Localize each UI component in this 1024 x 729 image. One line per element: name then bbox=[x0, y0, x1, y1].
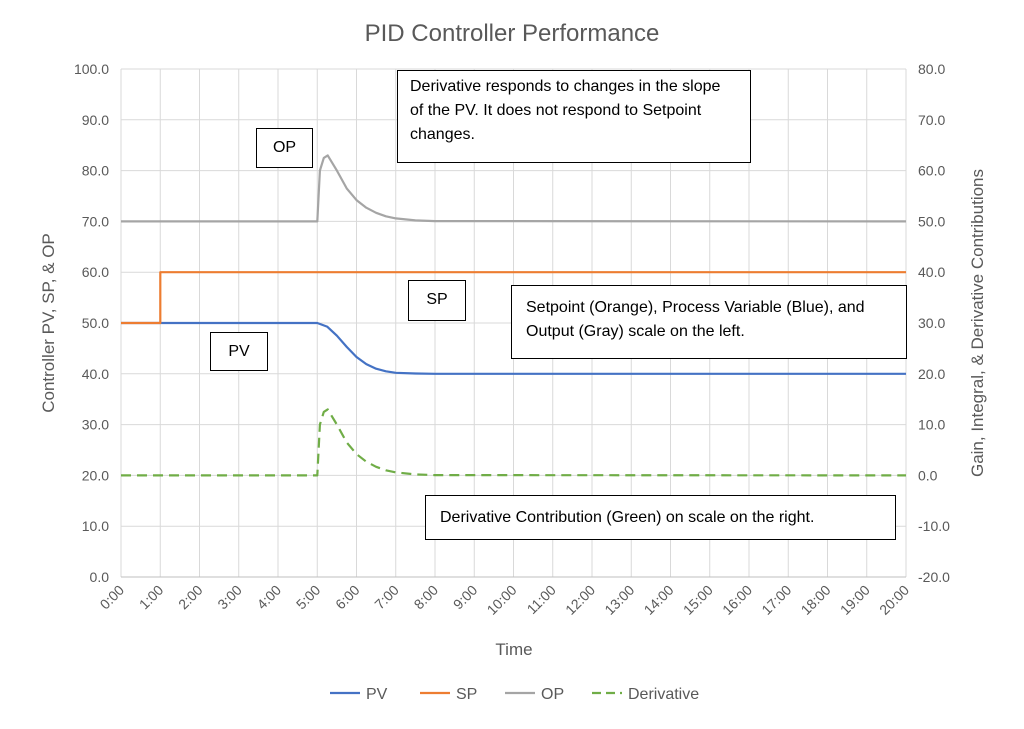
x-tick-label: 3:00 bbox=[214, 582, 245, 613]
legend-label-derivative: Derivative bbox=[628, 686, 699, 703]
y-tick-label: 80.0 bbox=[82, 163, 109, 179]
x-tick-label: 1:00 bbox=[136, 582, 167, 613]
annotation-pv: PV bbox=[210, 332, 268, 371]
x-axis-label: Time bbox=[495, 640, 532, 659]
series-line-pv bbox=[121, 321, 906, 375]
x-tick-label: 14:00 bbox=[641, 582, 677, 618]
y2-tick-label: 70.0 bbox=[918, 112, 945, 128]
x-tick-label: 5:00 bbox=[293, 582, 324, 613]
x-tick-label: 2:00 bbox=[175, 582, 206, 613]
y-tick-label: 60.0 bbox=[82, 264, 109, 280]
x-tick-label: 20:00 bbox=[876, 582, 912, 618]
annotation-green: Derivative Contribution (Green) on scale… bbox=[425, 495, 896, 540]
legend-label-sp: SP bbox=[456, 686, 477, 703]
x-tick-label: 6:00 bbox=[332, 582, 363, 613]
x-tick-label: 16:00 bbox=[719, 582, 755, 618]
legend-label-op: OP bbox=[541, 686, 564, 703]
y2-tick-label: 60.0 bbox=[918, 163, 945, 179]
y2-tick-label: 10.0 bbox=[918, 417, 945, 433]
annotation-sp: SP bbox=[408, 280, 466, 321]
y-tick-label: 30.0 bbox=[82, 417, 109, 433]
x-tick-label: 7:00 bbox=[371, 582, 402, 613]
x-tick-label: 19:00 bbox=[837, 582, 873, 618]
annotation-derivative: Derivative responds to changes in the sl… bbox=[397, 70, 751, 163]
y2-tick-label: 50.0 bbox=[918, 213, 945, 229]
x-tick-label: 12:00 bbox=[562, 582, 598, 618]
x-tick-label: 15:00 bbox=[680, 582, 716, 618]
x-tick-label: 0:00 bbox=[97, 582, 128, 613]
series-line-derivative bbox=[121, 408, 907, 477]
x-tick-label: 13:00 bbox=[601, 582, 637, 618]
y-tick-label: 20.0 bbox=[82, 467, 109, 483]
x-tick-label: 11:00 bbox=[524, 582, 560, 618]
y2-tick-label: 40.0 bbox=[918, 264, 945, 280]
y2-tick-label: 0.0 bbox=[918, 467, 938, 483]
y-tick-label: 10.0 bbox=[82, 518, 109, 534]
y2-tick-label: -10.0 bbox=[918, 518, 950, 534]
y-tick-label: 50.0 bbox=[82, 315, 109, 331]
annotation-op: OP bbox=[256, 128, 313, 168]
x-tick-label: 9:00 bbox=[450, 582, 481, 613]
y2-tick-label: -20.0 bbox=[918, 569, 950, 585]
chart-title: PID Controller Performance bbox=[365, 20, 660, 47]
y2-tick-label: 20.0 bbox=[918, 366, 945, 382]
legend-label-pv: PV bbox=[366, 686, 388, 703]
x-tick-label: 18:00 bbox=[798, 582, 834, 618]
x-tick-label: 10:00 bbox=[484, 582, 520, 618]
y-axis-label: Controller PV, SP, & OP bbox=[39, 233, 58, 413]
y-tick-label: 40.0 bbox=[82, 366, 109, 382]
y2-axis-label: Gain, Integral, & Derivative Contributio… bbox=[968, 169, 987, 477]
x-tick-label: 8:00 bbox=[411, 582, 442, 613]
y-tick-label: 90.0 bbox=[82, 112, 109, 128]
x-tick-label: 4:00 bbox=[254, 582, 285, 613]
y-tick-label: 70.0 bbox=[82, 213, 109, 229]
y-tick-label: 0.0 bbox=[90, 569, 110, 585]
annotation-scale: Setpoint (Orange), Process Variable (Blu… bbox=[511, 285, 907, 359]
y-tick-label: 100.0 bbox=[74, 61, 109, 77]
y2-tick-label: 80.0 bbox=[918, 61, 945, 77]
series-line-op bbox=[121, 154, 907, 223]
y2-tick-label: 30.0 bbox=[918, 315, 945, 331]
x-tick-label: 17:00 bbox=[758, 582, 794, 618]
series-line-sp bbox=[121, 271, 906, 325]
